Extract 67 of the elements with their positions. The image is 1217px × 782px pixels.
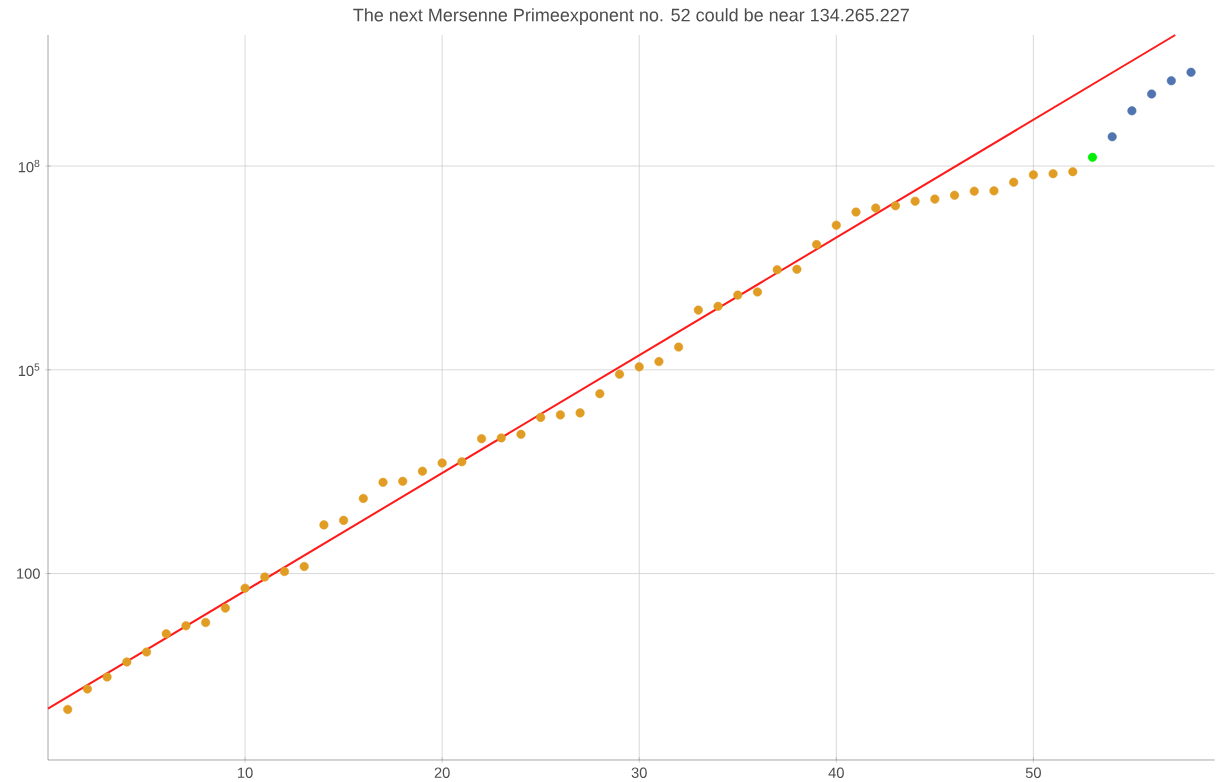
point <box>792 264 802 274</box>
point <box>1107 132 1117 142</box>
x-tick-label: 10 <box>238 767 253 778</box>
point <box>989 186 999 196</box>
point <box>1087 152 1098 162</box>
point <box>950 190 960 200</box>
point <box>733 290 743 300</box>
point <box>831 220 841 230</box>
point <box>220 603 230 613</box>
point <box>260 572 270 582</box>
point <box>713 301 723 311</box>
point <box>161 629 171 639</box>
point <box>496 433 506 443</box>
x-tick-label: 20 <box>434 767 450 778</box>
point <box>358 493 368 503</box>
point <box>240 583 250 593</box>
y-tick-label: 100 <box>17 568 40 579</box>
point <box>102 672 112 682</box>
point <box>969 186 979 196</box>
point <box>378 477 388 487</box>
point <box>181 621 191 631</box>
point <box>457 457 467 467</box>
point <box>772 265 782 275</box>
point <box>516 429 526 439</box>
point <box>299 561 309 572</box>
point <box>82 684 92 694</box>
point <box>654 357 664 367</box>
point <box>595 389 605 399</box>
y-tick-label: 10$^{5}$ <box>18 363 40 377</box>
point <box>1166 76 1176 86</box>
point <box>614 369 625 379</box>
point <box>339 515 349 525</box>
point <box>122 657 132 667</box>
point <box>437 458 447 468</box>
point <box>634 362 644 372</box>
point <box>142 647 152 657</box>
y-tick-label: 10$^{8}$ <box>18 159 40 173</box>
x-tick-label: 50 <box>1025 767 1041 778</box>
point <box>63 704 73 714</box>
x-tick-label: 30 <box>631 767 647 778</box>
point <box>398 476 408 486</box>
point <box>1028 170 1038 180</box>
point <box>536 412 546 422</box>
point <box>1186 67 1196 77</box>
point <box>1147 89 1157 99</box>
point <box>930 194 940 204</box>
point <box>279 567 290 577</box>
point <box>1048 169 1058 179</box>
point <box>910 196 920 206</box>
point <box>201 618 211 628</box>
point <box>555 410 565 420</box>
point <box>851 207 861 217</box>
chart-title: The next Mersenne Primeexponent no. 52 could be near 134.265.227 <box>353 8 909 25</box>
point <box>417 466 427 476</box>
point <box>1068 167 1078 177</box>
point <box>812 240 822 250</box>
point <box>575 408 585 418</box>
x-tick-label: 40 <box>828 767 844 778</box>
point <box>674 342 684 352</box>
point <box>871 203 881 213</box>
point <box>752 287 763 297</box>
point <box>1127 106 1137 116</box>
point <box>319 520 329 530</box>
point <box>1009 177 1019 187</box>
point <box>693 305 703 315</box>
point <box>477 434 487 444</box>
point <box>890 201 900 211</box>
